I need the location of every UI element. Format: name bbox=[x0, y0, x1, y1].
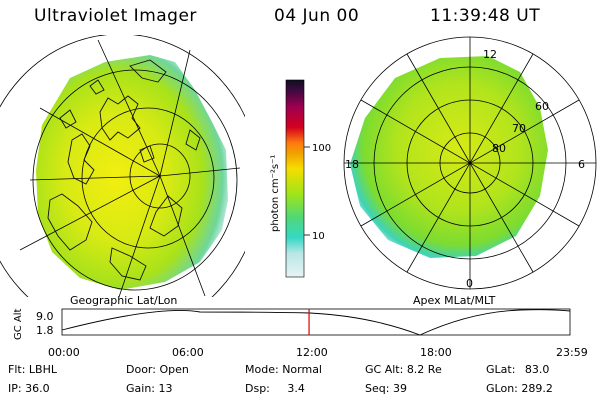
timeline-ylabel: GC Alt bbox=[13, 308, 24, 340]
glat-value: 83.0 bbox=[524, 363, 550, 376]
observation-date: 04 Jun 00 bbox=[274, 6, 360, 26]
timeline-xtick-1800: 18:00 bbox=[420, 346, 452, 359]
filter-info: Flt: LBHL bbox=[8, 363, 57, 376]
door-label: Door: bbox=[126, 363, 156, 376]
color-scale-unit: photon cm⁻²s⁻¹ bbox=[270, 155, 281, 232]
filter-value: LBHL bbox=[28, 363, 57, 376]
timeline-xtick-0000: 00:00 bbox=[48, 346, 80, 359]
mlat-label-70: 70 bbox=[512, 122, 526, 135]
mlt-label-dusk: 18 bbox=[345, 158, 359, 171]
seq-value: 39 bbox=[392, 382, 407, 395]
color-scale-tick-100: 100 bbox=[312, 143, 331, 154]
aurora-emission-geographic bbox=[36, 55, 228, 290]
ip-info: IP: 36.0 bbox=[8, 382, 50, 395]
observation-time: 11:39:48 UT bbox=[430, 6, 541, 26]
geographic-map bbox=[0, 35, 245, 297]
seq-label: Seq: bbox=[365, 382, 390, 395]
timeline-ytick-low: 1.8 bbox=[36, 324, 54, 337]
timeline-xtick-1200: 12:00 bbox=[296, 346, 328, 359]
ip-value: 36.0 bbox=[25, 382, 50, 395]
filter-label: Flt: bbox=[8, 363, 26, 376]
altitude-curve bbox=[61, 309, 571, 336]
dsp-info: Dsp: 3.4 bbox=[245, 382, 305, 395]
glon-value: 289.2 bbox=[521, 382, 553, 395]
mode-info: Mode: Normal bbox=[245, 363, 322, 376]
glon-label: GLon: bbox=[486, 382, 518, 395]
gc-alt-label: GC Alt: bbox=[365, 363, 404, 376]
color-scale: 100 10 photon cm⁻²s⁻¹ bbox=[270, 79, 331, 278]
color-scale-bar bbox=[285, 79, 305, 278]
glat-info: GLat: 83.0 bbox=[486, 363, 549, 376]
door-info: Door: Open bbox=[126, 363, 189, 376]
mlt-label-dawn: 6 bbox=[578, 158, 585, 171]
mlt-label-noon: 12 bbox=[483, 48, 497, 61]
geographic-grid bbox=[0, 35, 245, 297]
orbit-timeline: 9.0 1.8 GC Alt 00:00 06:00 12:00 18:00 2… bbox=[13, 308, 588, 359]
mlat-label-60: 60 bbox=[535, 100, 549, 113]
mlt-label-midnight: 0 bbox=[466, 277, 473, 290]
gain-label: Gain: bbox=[126, 382, 155, 395]
mode-label: Mode: bbox=[245, 363, 279, 376]
door-value: Open bbox=[159, 363, 189, 376]
timeline-ytick-high: 9.0 bbox=[36, 310, 54, 323]
magnetic-polar-plot: 12 0 18 6 60 70 80 bbox=[343, 36, 597, 290]
gain-value: 13 bbox=[158, 382, 173, 395]
gc-alt-value: 8.2 Re bbox=[406, 363, 442, 376]
coastlines bbox=[47, 59, 201, 281]
gain-info: Gain: 13 bbox=[126, 382, 173, 395]
glon-info: GLon: 289.2 bbox=[486, 382, 553, 395]
timeline-xtick-2359: 23:59 bbox=[556, 346, 588, 359]
mlat-label-80: 80 bbox=[492, 142, 506, 155]
timeline-xtick-0600: 06:00 bbox=[172, 346, 204, 359]
instrument-title: Ultraviolet Imager bbox=[34, 6, 197, 26]
glat-label: GLat: bbox=[486, 363, 516, 376]
ip-label: IP: bbox=[8, 382, 22, 395]
magnetic-caption: Apex MLat/MLT bbox=[413, 294, 496, 307]
dsp-label: Dsp: bbox=[245, 382, 270, 395]
mode-value: Normal bbox=[282, 363, 322, 376]
gc-alt-info: GC Alt: 8.2 Re bbox=[365, 363, 442, 376]
dsp-value: 3.4 bbox=[287, 382, 305, 395]
seq-info: Seq: 39 bbox=[365, 382, 407, 395]
color-scale-tick-10: 10 bbox=[312, 231, 325, 242]
polar-grid bbox=[344, 37, 596, 289]
geographic-caption: Geographic Lat/Lon bbox=[70, 294, 177, 307]
